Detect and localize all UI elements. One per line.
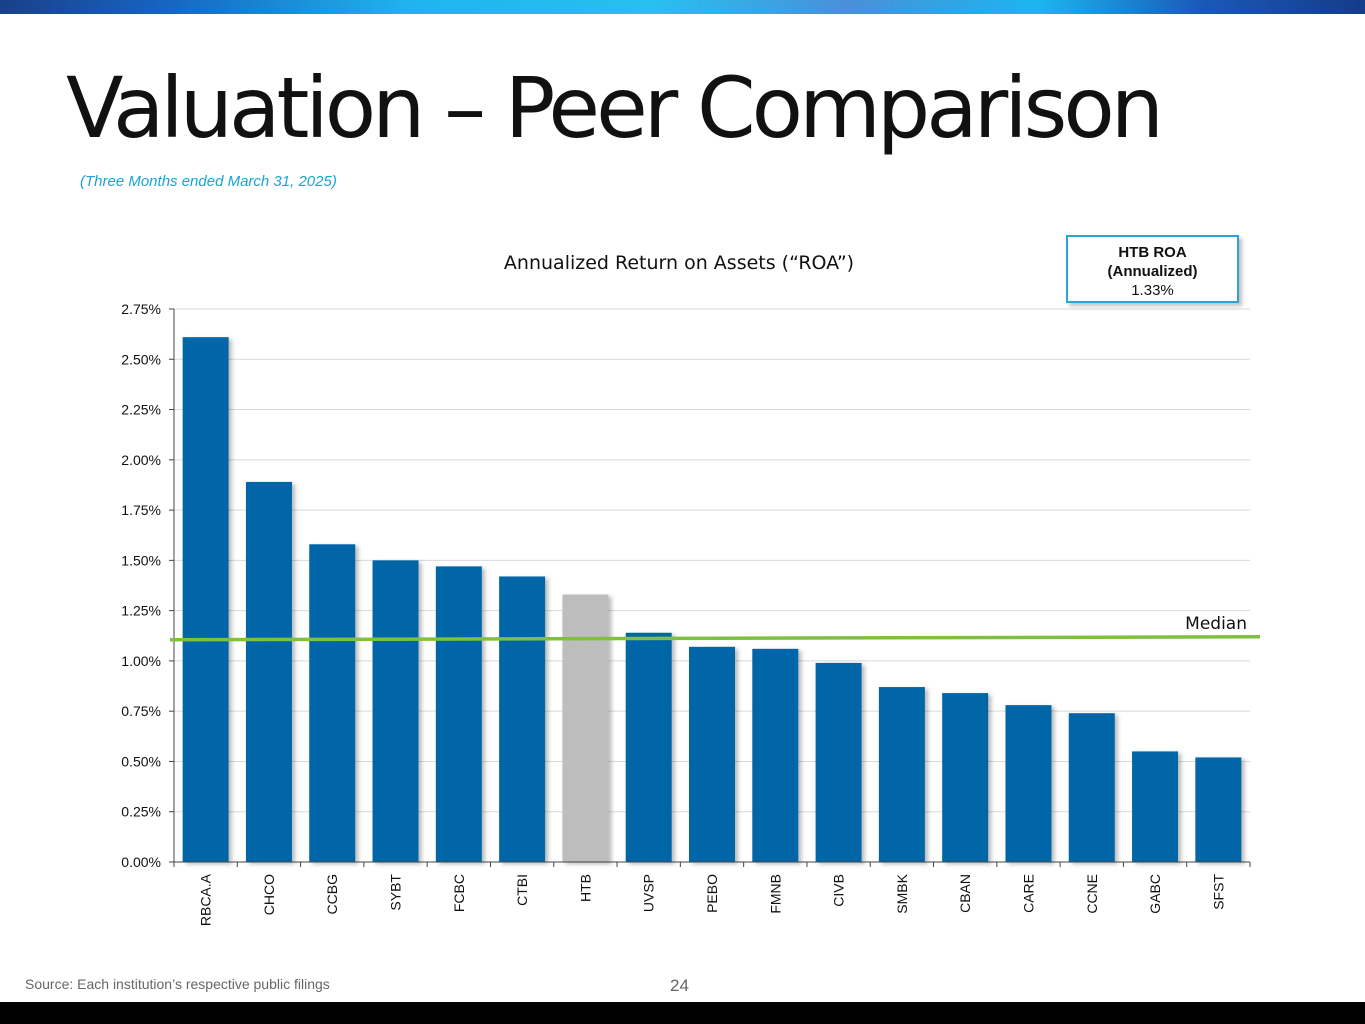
x-tick-label: FCBC [451, 874, 467, 912]
bars [182, 337, 1242, 863]
x-tick-label: PEBO [704, 874, 720, 913]
x-tick-label: CCNE [1084, 874, 1100, 914]
bar-fmnb [752, 648, 799, 862]
y-tick-label: 2.00% [121, 452, 161, 468]
x-tick-label: CHCO [261, 874, 277, 915]
bar-sfst [1195, 757, 1242, 862]
callout-subtitle: (Annualized) [1107, 263, 1198, 280]
period-subtitle: (Three Months ended March 31, 2025) [80, 173, 337, 190]
page-number: 24 [670, 976, 689, 995]
y-tick-label: 0.75% [121, 703, 161, 719]
median-label: Median [1185, 614, 1247, 634]
axes: 0.00% 0.25% 0.50% 0.75% 1.00% 1.25% 1.50% 1.75%… [121, 301, 1251, 926]
bar-pebo [689, 646, 735, 862]
bar-uvsp [625, 632, 672, 862]
bar-civb [815, 662, 862, 862]
y-tick-label: 2.25% [121, 402, 161, 418]
bar-gabc [1132, 751, 1179, 862]
y-tick-label: 1.00% [121, 653, 161, 669]
bar-chco [245, 481, 292, 862]
bar-cban [942, 693, 989, 862]
x-tick-label: UVSP [641, 874, 657, 912]
y-tick-label: 0.00% [121, 854, 161, 870]
bottom-bar [0, 1002, 1365, 1024]
roa-bar-chart: Annualized Return on Assets (“ROA”) 0.00… [121, 252, 1261, 926]
x-tick-label: CARE [1020, 874, 1036, 913]
top-accent-bar [0, 0, 1365, 14]
bar-htb [562, 594, 609, 862]
bar-fcbc [435, 566, 482, 862]
x-tick-label: FMNB [767, 874, 783, 914]
median-line [169, 635, 1261, 642]
x-tick-label: SMBK [894, 873, 910, 913]
x-tick-label: GABC [1147, 874, 1163, 914]
callout-title: HTB ROA [1118, 244, 1187, 261]
x-tick-label: CTBI [514, 874, 530, 906]
bar-smbk [878, 687, 925, 862]
y-tick-label: 0.25% [121, 804, 161, 820]
page-title: Valuation – Peer Comparison [66, 59, 1164, 157]
x-tick-label: SYBT [388, 874, 404, 911]
bar-sybt [372, 560, 419, 862]
chart-title: Annualized Return on Assets (“ROA”) [504, 252, 854, 274]
bar-rbca-a [182, 337, 229, 863]
x-tick-label: CCBG [324, 874, 340, 914]
x-tick-label: CBAN [957, 874, 973, 913]
x-tick-label: HTB [577, 874, 593, 902]
y-tick-label: 1.25% [121, 603, 161, 619]
bar-care [1005, 705, 1052, 862]
x-tick-label: RBCA.A [198, 873, 214, 926]
x-tick-label: CIVB [831, 874, 847, 907]
y-tick-label: 1.75% [121, 502, 161, 518]
bar-ccbg [309, 544, 356, 862]
y-tick-label: 0.50% [121, 753, 161, 769]
y-tick-label: 2.75% [121, 301, 161, 317]
htb-roa-callout: HTB ROA (Annualized) 1.33% [1066, 235, 1239, 303]
y-tick-label: 1.50% [121, 552, 161, 568]
source-note: Source: Each institution’s respective pu… [25, 976, 330, 992]
x-tick-label: SFST [1210, 874, 1226, 910]
y-tick-label: 2.50% [121, 351, 161, 367]
median-line-group: Median [169, 614, 1261, 642]
bar-ccne [1068, 713, 1115, 862]
bar-ctbi [499, 576, 546, 862]
callout-value: 1.33% [1131, 282, 1174, 299]
